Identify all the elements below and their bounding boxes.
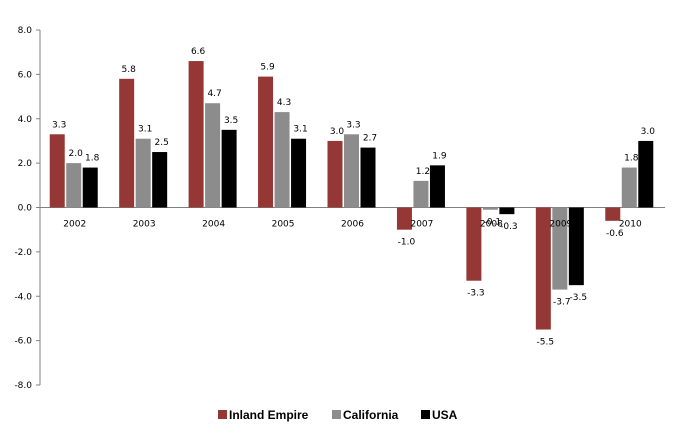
x-category-label: 2005	[272, 220, 295, 230]
data-label: -3.7	[553, 298, 571, 308]
data-label: 1.9	[432, 151, 447, 161]
legend-label: USA	[432, 408, 458, 422]
bar	[291, 138, 307, 208]
data-label: 5.8	[122, 65, 137, 75]
data-label: 3.0	[641, 127, 656, 137]
legend: Inland Empire California USA	[218, 408, 458, 422]
y-tick-label: 0.0	[18, 204, 33, 214]
bar	[621, 167, 637, 208]
data-label: 4.7	[207, 89, 221, 99]
data-label: 2.5	[155, 138, 169, 148]
bar	[552, 207, 568, 290]
legend-swatch	[218, 410, 227, 419]
bar	[119, 78, 135, 208]
bar	[258, 76, 274, 208]
data-label: 3.1	[293, 125, 307, 135]
data-label: 3.0	[330, 127, 345, 137]
data-label: 3.3	[52, 120, 66, 130]
bar	[82, 167, 98, 208]
bar	[482, 207, 498, 210]
data-label: 2.0	[69, 149, 84, 159]
data-label: -0.1	[484, 218, 502, 228]
bar	[568, 207, 584, 286]
data-label: -0.6	[606, 229, 624, 239]
data-label: 5.9	[260, 63, 275, 73]
data-label: 1.2	[416, 167, 430, 177]
y-tick-label: 6.0	[18, 70, 33, 80]
y-tick-label: -4.0	[14, 292, 32, 302]
y-tick-label: -6.0	[14, 337, 32, 347]
bar	[274, 112, 290, 208]
legend-label: California	[343, 408, 399, 422]
bar	[135, 138, 151, 208]
data-label: -3.3	[467, 289, 485, 299]
bars-group	[49, 61, 654, 330]
bar	[535, 207, 551, 330]
bar	[188, 61, 204, 208]
data-label: -0.3	[500, 222, 518, 232]
x-category-label: 2003	[133, 220, 156, 230]
bar	[429, 165, 445, 208]
bar	[344, 134, 359, 208]
bar	[327, 140, 343, 208]
bar	[638, 140, 654, 208]
legend-swatch	[421, 410, 430, 419]
data-label: 3.5	[224, 116, 238, 126]
x-category-label: 2008	[480, 220, 503, 230]
bar	[49, 134, 65, 208]
y-tick-label: -8.0	[14, 381, 32, 391]
x-category-label: 2002	[63, 220, 86, 230]
y-tick-label: 2.0	[18, 159, 33, 169]
data-label: 6.6	[191, 47, 206, 57]
legend-label: Inland Empire	[229, 408, 309, 422]
x-category-label: 2010	[619, 220, 642, 230]
y-axis-ticks: 8.0 6.0 4.0 2.0 0.0 -2.0 -4.0 -6.0 -8.0	[14, 26, 40, 391]
data-label: 2.7	[363, 134, 377, 144]
data-label: -5.5	[537, 338, 555, 348]
category-labels-group: 2002 2003 2004 2005 2006 2007 2008 2009 2010	[63, 220, 642, 230]
bar	[66, 163, 82, 208]
bar	[605, 207, 621, 221]
data-label: 3.1	[138, 125, 152, 135]
x-category-label: 2009	[549, 220, 572, 230]
x-category-label: 2007	[410, 220, 433, 230]
x-category-label: 2004	[202, 220, 225, 230]
data-label: -3.5	[570, 293, 588, 303]
y-tick-label: -2.0	[14, 248, 32, 258]
y-tick-label: 8.0	[18, 26, 33, 36]
bar	[499, 207, 515, 215]
bar	[360, 147, 376, 208]
data-labels-group: 3.32.0 1.85.83.12.56.64.73.55.94.33.1 3.03…	[52, 47, 655, 347]
data-label: 3.3	[346, 120, 360, 130]
y-tick-label: 4.0	[18, 115, 33, 125]
x-category-label: 2006	[341, 220, 364, 230]
legend-swatch	[332, 410, 341, 419]
bar	[205, 103, 221, 208]
data-label: -1.0	[398, 238, 416, 248]
data-label: 1.8	[85, 154, 100, 164]
bar	[152, 152, 168, 208]
data-label: 1.8	[624, 154, 639, 164]
bar	[221, 129, 237, 208]
bar	[396, 207, 412, 230]
bar	[413, 180, 429, 208]
data-label: 4.3	[277, 98, 291, 108]
bar	[466, 207, 482, 281]
